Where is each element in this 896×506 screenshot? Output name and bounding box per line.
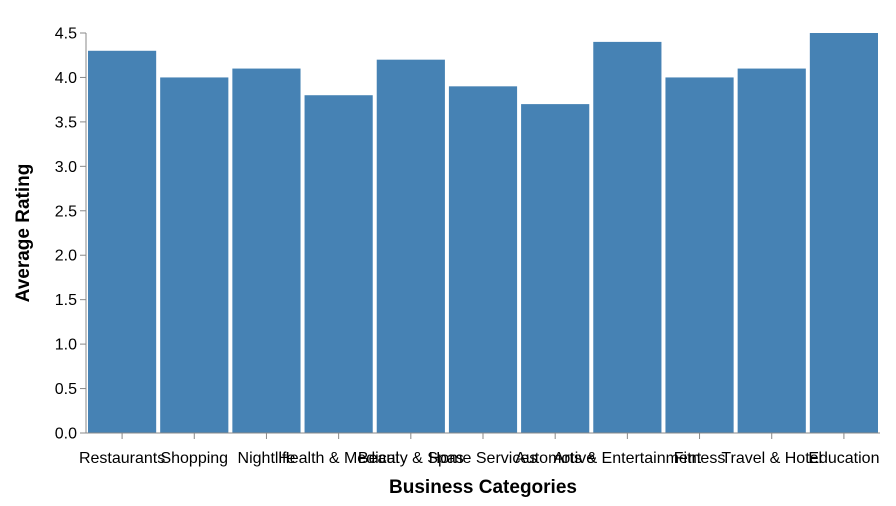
x-tick-label-2: Nightlife xyxy=(238,450,296,467)
bar-8 xyxy=(665,77,734,433)
y-axis-title: Average Rating xyxy=(13,164,34,303)
bar-4 xyxy=(376,59,445,434)
x-tick-label-1: Shopping xyxy=(160,450,228,467)
y-axis: 0.0 0.5 1.0 1.5 2.0 2.5 3.0 3.5 4.0 4.5 xyxy=(55,26,87,443)
x-axis-title: Business Categories xyxy=(389,477,577,498)
y-tick-label-6: 3.0 xyxy=(55,159,77,176)
y-tick-label-7: 3.5 xyxy=(55,114,77,131)
bar-1 xyxy=(160,77,229,433)
y-tick-label-0: 0.0 xyxy=(55,426,77,443)
bar-2 xyxy=(232,68,301,433)
x-tick-label-9: Travel & Hotel xyxy=(721,450,822,467)
bar-5 xyxy=(448,86,518,433)
y-tick-label-4: 2.0 xyxy=(55,248,77,265)
bar-0 xyxy=(88,50,157,433)
bar-3 xyxy=(304,95,373,433)
bars-layer xyxy=(88,33,878,434)
y-tick-label-2: 1.0 xyxy=(55,337,77,354)
x-tick-label-8: Fitness xyxy=(674,450,726,467)
y-tick-label-9: 4.5 xyxy=(55,26,77,43)
y-tick-label-1: 0.5 xyxy=(55,381,77,398)
x-tick-label-7: Arts & Entertainment xyxy=(554,450,702,467)
bar-10 xyxy=(809,33,878,433)
y-tick-label-5: 2.5 xyxy=(55,203,77,220)
x-tick-label-5: Home Services xyxy=(429,450,537,467)
y-tick-label-3: 1.5 xyxy=(55,292,77,309)
x-tick-label-4: Beauty & Spas xyxy=(358,450,464,467)
bar-9 xyxy=(737,68,806,433)
x-tick-label-3: Health & Medical xyxy=(278,450,399,467)
x-tick-label-0: Restaurants xyxy=(79,450,165,467)
x-tick-label-6: Automotive xyxy=(515,450,595,467)
bar-6 xyxy=(521,104,590,434)
y-tick-label-8: 4.0 xyxy=(55,70,77,87)
x-tick-label-10: Education xyxy=(808,450,879,467)
bar-7 xyxy=(593,41,662,433)
